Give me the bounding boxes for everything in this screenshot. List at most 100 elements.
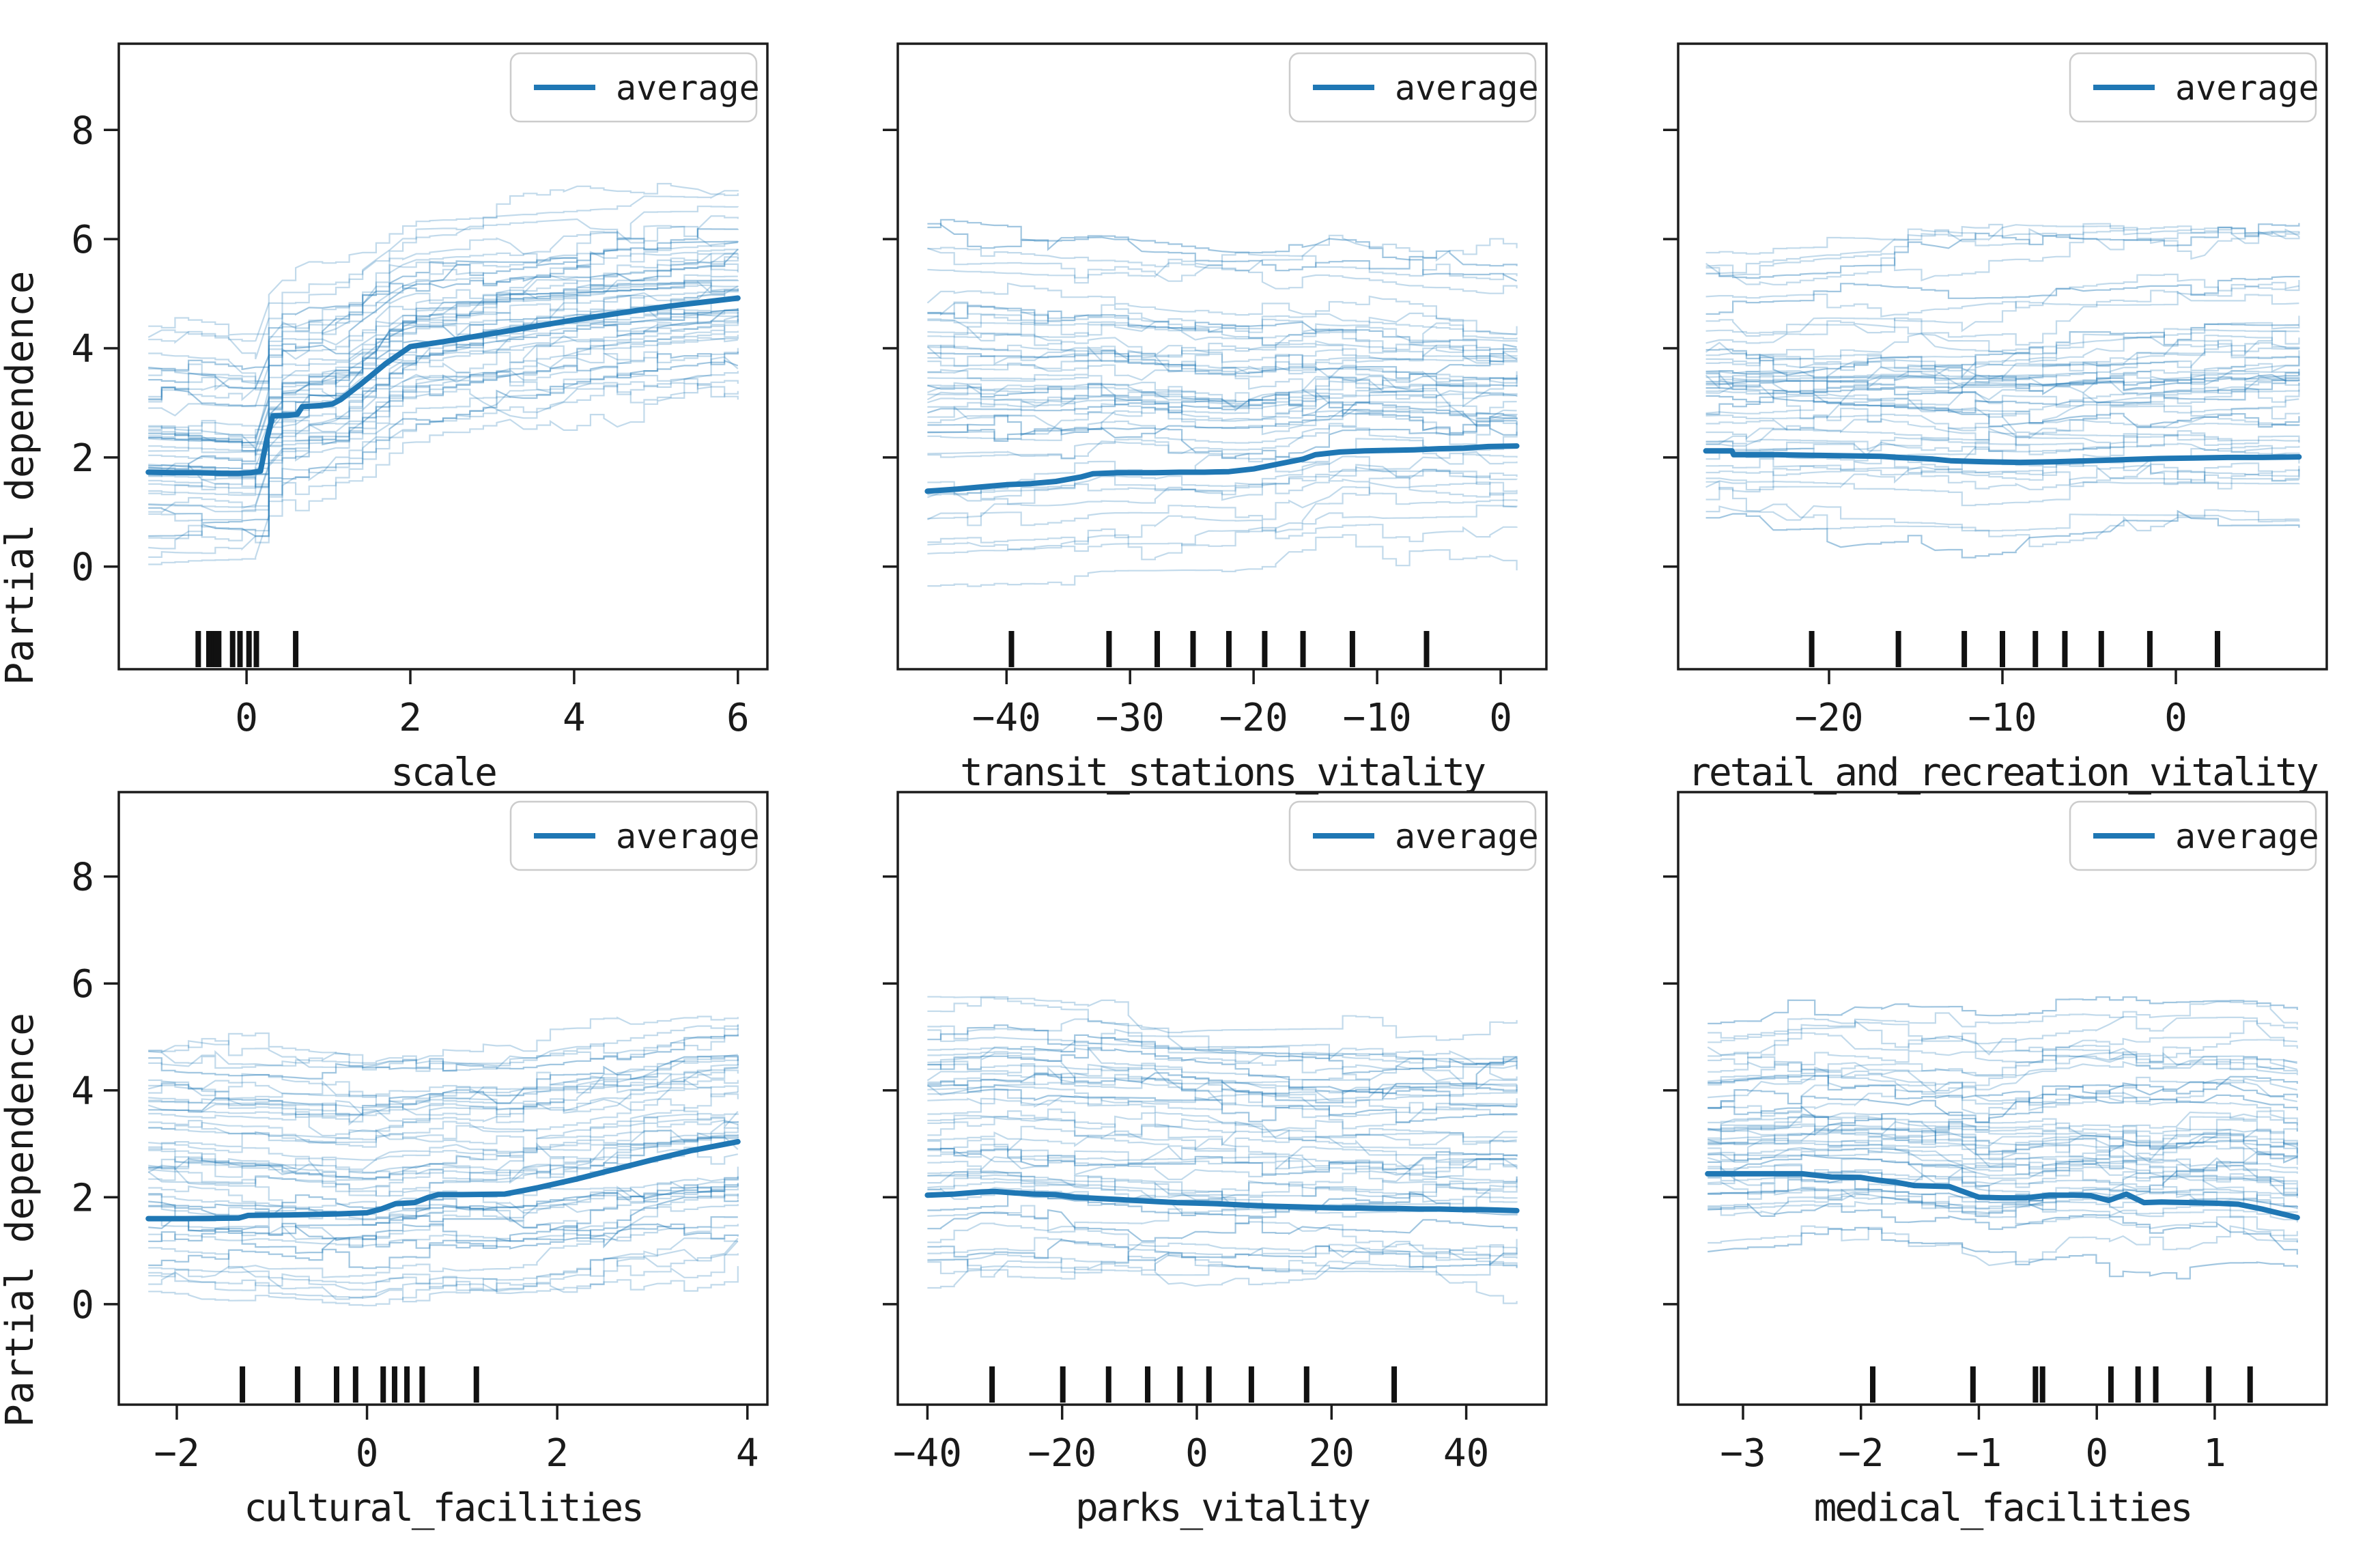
ice-line xyxy=(148,1127,739,1181)
ice-line xyxy=(148,359,739,537)
ice-line xyxy=(1705,223,2299,275)
ice-line xyxy=(1705,371,2300,415)
y-axis-label: Partial dependence xyxy=(0,271,42,686)
ice-line xyxy=(148,325,739,491)
average-line xyxy=(924,1188,1520,1213)
ice-line xyxy=(148,238,739,389)
legend-box xyxy=(1288,800,1537,871)
x-tick-label: 40 xyxy=(1443,1431,1489,1476)
ice-line xyxy=(1707,1015,2298,1059)
ice-line xyxy=(148,348,739,514)
ice-line xyxy=(1708,1165,2298,1192)
x-tick-label: −40 xyxy=(893,1431,962,1476)
ice-line xyxy=(1708,1054,2298,1092)
ice-line xyxy=(927,1175,1518,1214)
ice-line xyxy=(1705,382,2300,431)
rug-marks xyxy=(1870,1366,2253,1403)
ice-line xyxy=(1708,996,2298,1025)
x-axis: −2 0 2 4 xyxy=(154,1405,759,1476)
ice-line xyxy=(1705,273,2299,318)
ice-line xyxy=(927,1165,1518,1200)
y-tick-label: 4 xyxy=(71,1069,94,1114)
ice-line xyxy=(148,275,738,450)
rug-marks xyxy=(1809,631,2220,667)
ice-line xyxy=(1705,340,2300,389)
ice-lines xyxy=(1705,223,2300,559)
ice-line xyxy=(927,1037,1517,1069)
ice-line xyxy=(148,1224,739,1278)
y-axis xyxy=(883,875,898,1306)
ice-line xyxy=(1708,1123,2298,1156)
ice-line xyxy=(1705,423,2300,455)
ice-line xyxy=(1705,365,2300,393)
ice-line xyxy=(148,1034,739,1080)
ice-line xyxy=(927,401,1518,442)
ice-line xyxy=(1708,1113,2298,1155)
ice-line xyxy=(148,1024,739,1072)
x-tick-label: 0 xyxy=(2085,1431,2108,1476)
ice-line xyxy=(927,438,1518,465)
ice-line xyxy=(927,382,1518,414)
rug-marks xyxy=(1008,631,1430,667)
ice-line xyxy=(148,309,739,470)
ice-line xyxy=(927,481,1517,545)
ice-line xyxy=(1707,1114,2298,1155)
ice-line xyxy=(148,1216,738,1269)
ice-line xyxy=(147,1067,738,1116)
axes-frame xyxy=(117,42,769,671)
ice-line xyxy=(1705,223,2300,279)
ice-line xyxy=(1707,1113,2298,1138)
y-tick-label: 6 xyxy=(71,962,94,1007)
legend-label: average xyxy=(2175,68,2319,108)
ice-line xyxy=(148,1142,739,1197)
ice-line xyxy=(148,337,738,496)
x-tick-label: −20 xyxy=(1028,1431,1096,1476)
axes-frame xyxy=(896,42,1548,671)
ice-line xyxy=(148,263,739,403)
ice-line xyxy=(1708,1187,2298,1218)
ice-line xyxy=(1708,1088,2298,1131)
ice-line xyxy=(148,281,739,457)
ice-line xyxy=(927,365,1518,409)
subplot-scale: 0 2 4 6 0 2 4 6 8 scale Partial dependence average xyxy=(0,42,769,795)
ice-line xyxy=(927,1140,1518,1179)
ice-line xyxy=(927,504,1518,561)
x-tick-label: −20 xyxy=(1794,696,1863,740)
ice-line xyxy=(926,1063,1518,1101)
ice-line xyxy=(148,1132,739,1196)
legend-box xyxy=(2069,800,2317,871)
ice-line xyxy=(927,1156,1518,1185)
legend-label: average xyxy=(1395,68,1539,108)
ice-line xyxy=(1708,1000,2298,1039)
ice-line xyxy=(927,223,1518,272)
ice-line xyxy=(927,1144,1518,1171)
ice-line xyxy=(148,315,739,488)
x-tick-label: −2 xyxy=(154,1431,199,1476)
ice-line xyxy=(147,1065,739,1102)
ice-line xyxy=(927,1028,1518,1066)
ice-line xyxy=(927,1066,1518,1119)
ice-line xyxy=(927,350,1518,393)
ice-line xyxy=(1708,1112,2298,1144)
ice-line xyxy=(148,1091,738,1143)
average-line xyxy=(924,443,1520,494)
ice-line xyxy=(148,356,739,522)
ice-line xyxy=(148,228,739,371)
ice-line xyxy=(927,1205,1518,1256)
ice-line xyxy=(927,349,1518,387)
ice-line xyxy=(927,1060,1518,1091)
ice-line xyxy=(1705,453,2299,490)
ice-line xyxy=(1708,1129,2298,1170)
axes-frame xyxy=(117,791,769,1406)
ice-line xyxy=(1708,1081,2298,1126)
ice-line xyxy=(148,1056,739,1107)
x-tick-label: −3 xyxy=(1720,1431,1766,1476)
rug-marks xyxy=(195,631,299,667)
x-tick-label: 0 xyxy=(1489,696,1512,740)
x-tick-label: 0 xyxy=(356,1431,379,1476)
ice-line xyxy=(927,382,1518,422)
ice-line xyxy=(927,1065,1517,1129)
ice-line xyxy=(1705,339,2300,393)
